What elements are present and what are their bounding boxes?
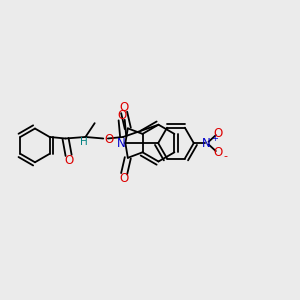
Text: O: O — [117, 109, 126, 122]
Text: O: O — [64, 154, 73, 167]
Text: N: N — [116, 136, 125, 150]
Text: O: O — [119, 101, 129, 114]
Text: N: N — [202, 136, 210, 150]
Text: O: O — [104, 133, 114, 146]
Text: -: - — [224, 151, 228, 161]
Text: H: H — [80, 137, 88, 148]
Text: O: O — [119, 172, 129, 185]
Text: O: O — [213, 146, 222, 159]
Text: O: O — [213, 128, 222, 140]
Text: +: + — [212, 134, 218, 143]
